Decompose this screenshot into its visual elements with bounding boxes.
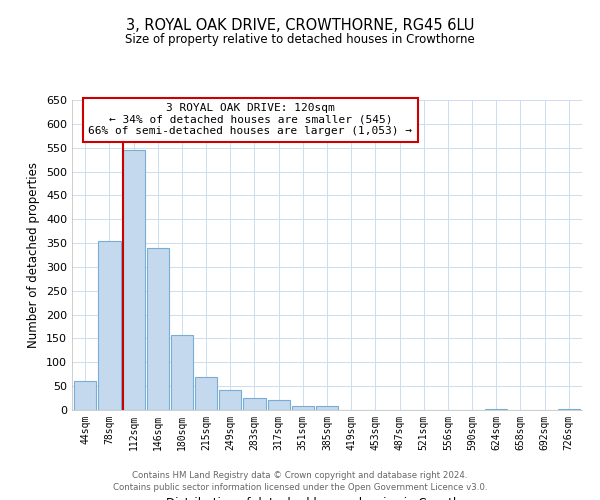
Text: Distribution of detached houses by size in Crowthorne: Distribution of detached houses by size … [167,497,487,500]
Bar [74,382,97,410]
Bar [195,376,217,410]
Bar [171,334,193,410]
Bar [219,390,241,410]
Text: Contains public sector information licensed under the Open Government Licence v3: Contains public sector information licen… [113,484,487,492]
Text: 3 ROYAL OAK DRIVE: 120sqm
← 34% of detached houses are smaller (545)
66% of semi: 3 ROYAL OAK DRIVE: 120sqm ← 34% of detac… [89,103,413,136]
Text: Contains HM Land Registry data © Crown copyright and database right 2024.: Contains HM Land Registry data © Crown c… [132,471,468,480]
Bar [146,248,169,410]
Text: Size of property relative to detached houses in Crowthorne: Size of property relative to detached ho… [125,32,475,46]
Bar [557,409,580,410]
Bar [268,400,290,410]
Bar [292,406,314,410]
Bar [122,150,145,410]
Bar [98,240,121,410]
Bar [316,406,338,410]
Text: 3, ROYAL OAK DRIVE, CROWTHORNE, RG45 6LU: 3, ROYAL OAK DRIVE, CROWTHORNE, RG45 6LU [126,18,474,32]
Y-axis label: Number of detached properties: Number of detached properties [28,162,40,348]
Bar [485,409,508,410]
Bar [244,398,266,410]
